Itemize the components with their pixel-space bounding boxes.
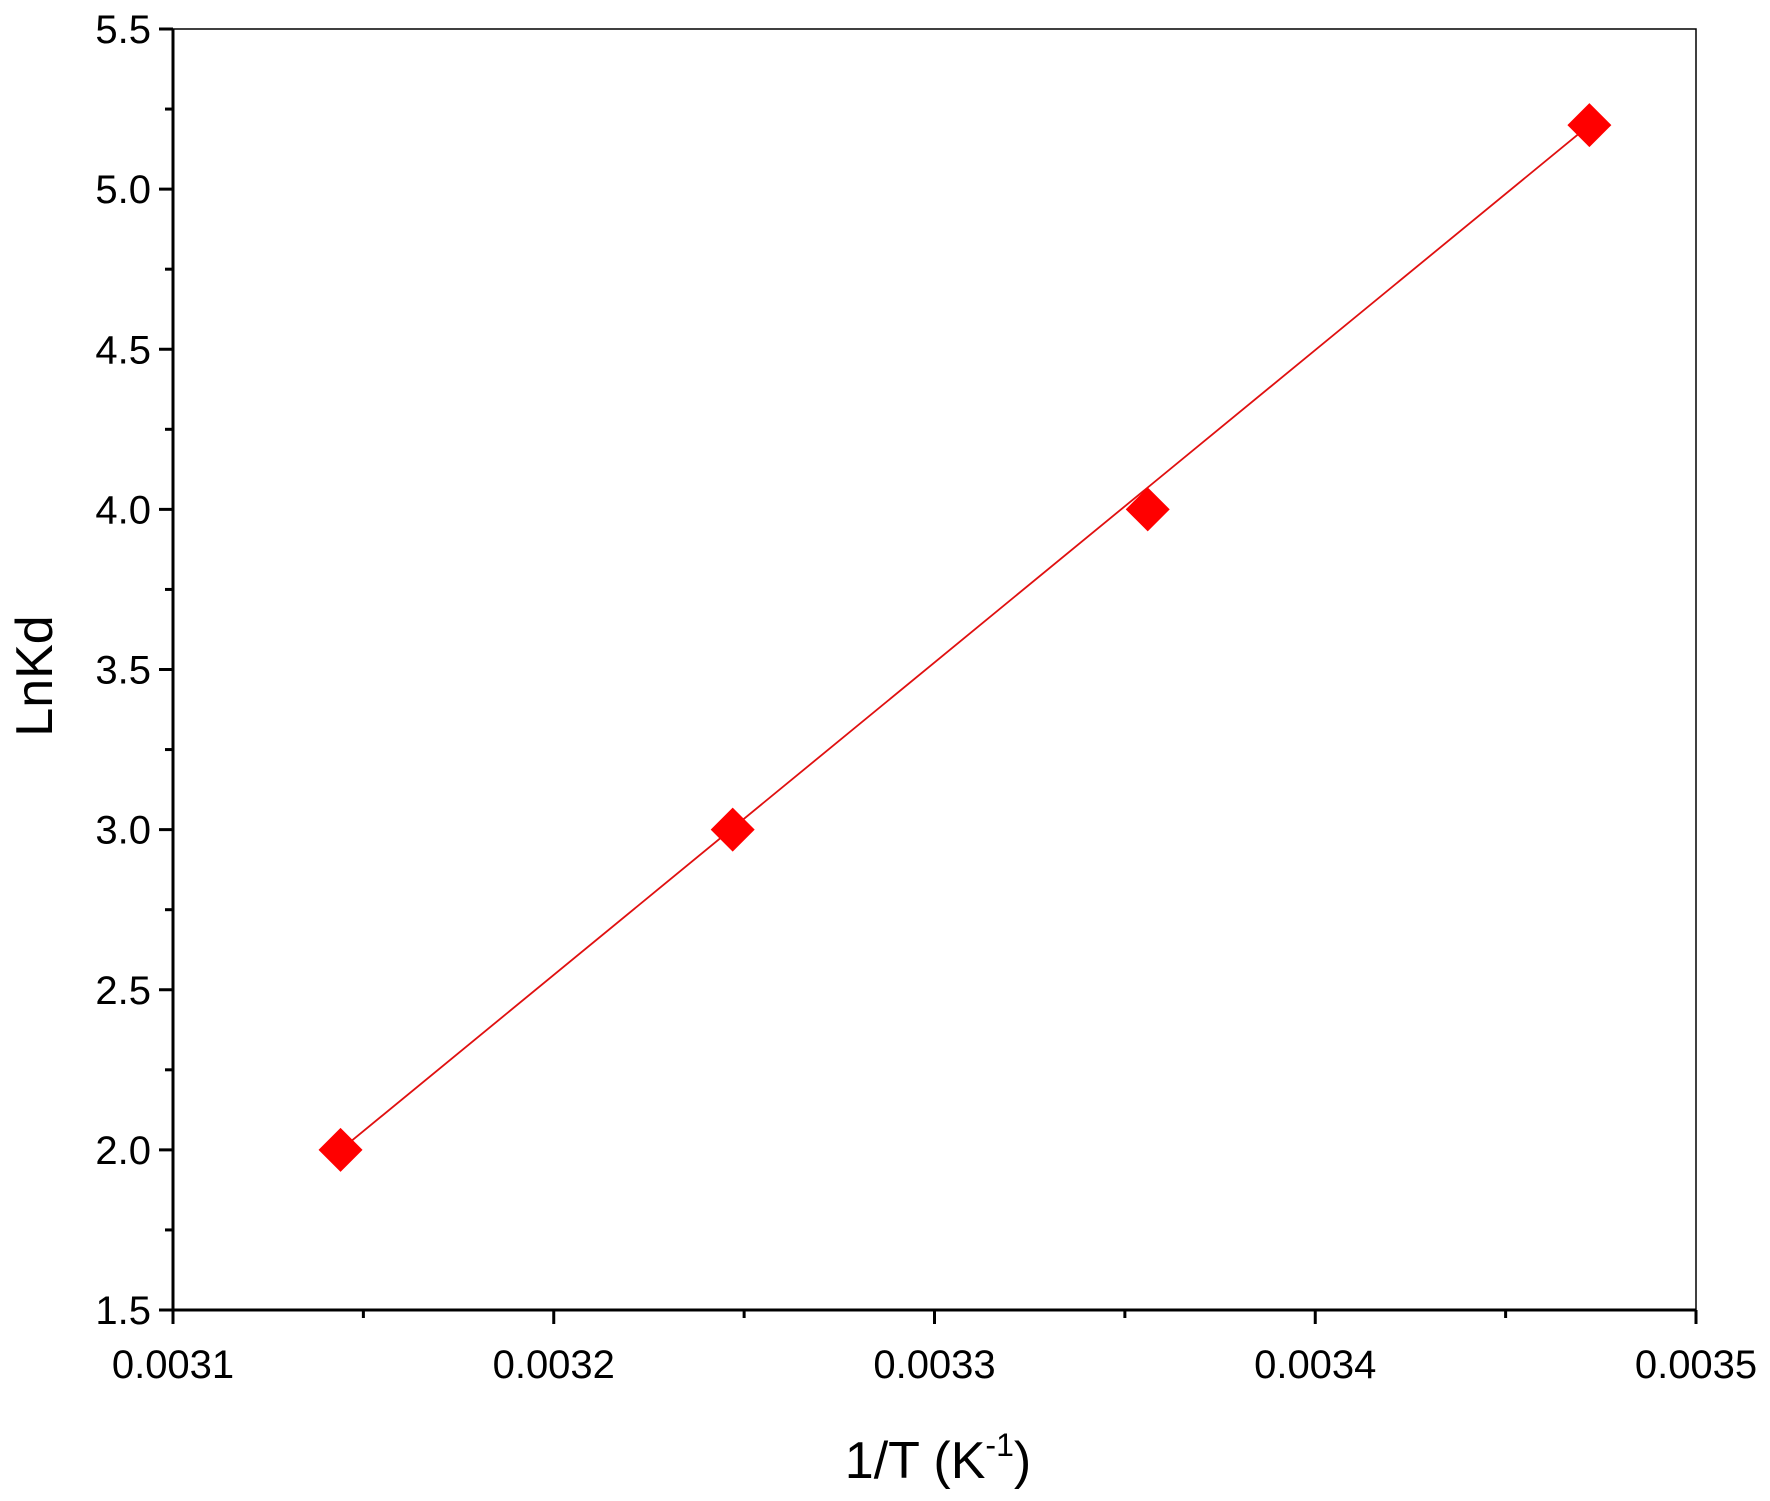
y-tick-label: 3.0 bbox=[95, 809, 151, 853]
x-tick-label: 0.0031 bbox=[112, 1343, 234, 1387]
fit-line bbox=[339, 124, 1590, 1151]
y-axis-title: LnKd bbox=[6, 615, 64, 736]
data-point-marker bbox=[710, 807, 755, 852]
axes bbox=[171, 28, 1697, 1312]
x-axis-title: 1/T (K-1) bbox=[845, 1427, 1031, 1490]
data-point-marker bbox=[1125, 487, 1170, 532]
x-tick-label: 0.0033 bbox=[873, 1343, 995, 1387]
x-tick-label: 0.0035 bbox=[1635, 1343, 1757, 1387]
data-layer bbox=[318, 103, 1612, 1172]
y-tick-label: 5.0 bbox=[95, 168, 151, 212]
data-point-marker bbox=[318, 1127, 363, 1172]
x-axis-title-superscript: -1 bbox=[985, 1427, 1013, 1463]
y-tick-label: 5.5 bbox=[95, 8, 151, 52]
x-tick-label: 0.0032 bbox=[493, 1343, 615, 1387]
y-tick-label: 1.5 bbox=[95, 1289, 151, 1333]
x-axis-title-suffix: ) bbox=[1014, 1432, 1031, 1490]
y-tick-label: 2.0 bbox=[95, 1129, 151, 1173]
y-tick-label: 2.5 bbox=[95, 969, 151, 1013]
ticks: 1.5 2.0 2.5 3.0 3.5 4.0 4.5 5.0 5.5 0.0031 0.0032 0… bbox=[95, 8, 1757, 1387]
x-tick-label: 0.0034 bbox=[1254, 1343, 1376, 1387]
y-tick-label: 3.5 bbox=[95, 649, 151, 693]
y-tick-label: 4.0 bbox=[95, 488, 151, 532]
y-tick-label: 4.5 bbox=[95, 328, 151, 372]
plot-frame bbox=[172, 28, 1697, 1311]
x-axis-title-main: 1/T (K bbox=[845, 1432, 986, 1490]
data-point-marker bbox=[1567, 103, 1612, 148]
